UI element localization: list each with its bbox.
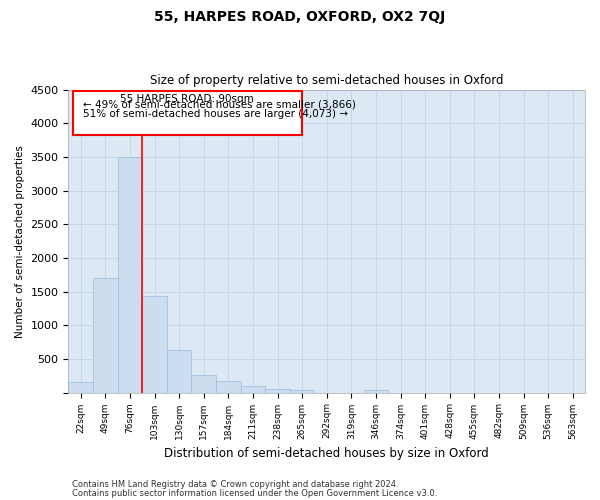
FancyBboxPatch shape <box>73 91 302 134</box>
Title: Size of property relative to semi-detached houses in Oxford: Size of property relative to semi-detach… <box>150 74 503 87</box>
Bar <box>118 157 142 392</box>
Bar <box>290 390 314 392</box>
Bar <box>265 389 290 392</box>
Bar <box>191 375 216 392</box>
Text: 55 HARPES ROAD: 90sqm: 55 HARPES ROAD: 90sqm <box>119 94 253 104</box>
Bar <box>93 278 118 392</box>
X-axis label: Distribution of semi-detached houses by size in Oxford: Distribution of semi-detached houses by … <box>164 447 489 460</box>
Text: Contains HM Land Registry data © Crown copyright and database right 2024.: Contains HM Land Registry data © Crown c… <box>72 480 398 489</box>
Text: Contains public sector information licensed under the Open Government Licence v3: Contains public sector information licen… <box>72 488 437 498</box>
Bar <box>241 386 265 392</box>
Text: 55, HARPES ROAD, OXFORD, OX2 7QJ: 55, HARPES ROAD, OXFORD, OX2 7QJ <box>154 10 446 24</box>
Bar <box>216 381 241 392</box>
Bar <box>364 390 388 392</box>
Y-axis label: Number of semi-detached properties: Number of semi-detached properties <box>15 144 25 338</box>
Text: ← 49% of semi-detached houses are smaller (3,866): ← 49% of semi-detached houses are smalle… <box>83 100 356 110</box>
Text: 51% of semi-detached houses are larger (4,073) →: 51% of semi-detached houses are larger (… <box>83 109 348 119</box>
Bar <box>68 382 93 392</box>
Bar <box>142 296 167 392</box>
Bar <box>167 350 191 393</box>
